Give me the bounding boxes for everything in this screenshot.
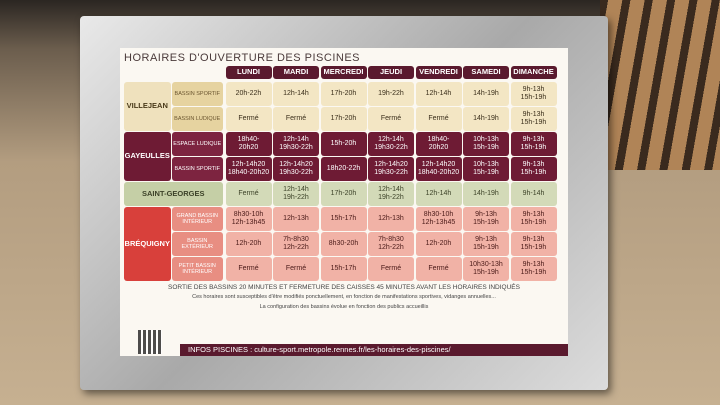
- hours: 18h20-22h: [320, 157, 367, 181]
- hours: 10h30-13h 15h-19h: [463, 257, 509, 281]
- hours: Fermé: [273, 107, 319, 131]
- wood-wall: [600, 0, 720, 170]
- hours: Fermé: [415, 257, 462, 281]
- hours: 14h-19h: [463, 182, 509, 206]
- hours: 9h-13h 15h-19h: [510, 232, 557, 256]
- hours: 12h-14h20 18h40-20h20: [225, 157, 272, 181]
- hours: 8h30-10h 12h-13h45: [415, 207, 462, 231]
- hours: 15h-20h: [320, 132, 367, 156]
- basin-name: GRAND BASSIN INTÉRIEUR: [172, 207, 223, 231]
- hours: 12h-14h 19h-22h: [368, 182, 414, 206]
- hours: 7h-8h30 12h-22h: [368, 232, 414, 256]
- hours: 20h-22h: [225, 82, 272, 106]
- day-header: VENDREDI: [415, 66, 462, 79]
- hours: 9h-14h: [510, 182, 557, 206]
- hours: Fermé: [368, 257, 414, 281]
- basin-name: ESPACE LUDIQUE: [172, 132, 223, 156]
- hours: 18h40- 20h20: [415, 132, 462, 156]
- hours: Fermé: [225, 182, 272, 206]
- hours: 12h-14h: [415, 182, 462, 206]
- hours: 12h-14h20 18h40-20h20: [415, 157, 462, 181]
- hours: Fermé: [225, 107, 272, 131]
- pool-name: GAYEULLES: [124, 132, 171, 181]
- pool-name: VILLEJEAN: [124, 82, 171, 131]
- hours: Fermé: [225, 257, 272, 281]
- hours: 12h-14h 19h30-22h: [368, 132, 414, 156]
- note: La configuration des bassins évolue en f…: [259, 304, 429, 310]
- pool-name: SAINT-GEORGES: [124, 182, 223, 206]
- hours: 8h30-20h: [320, 232, 367, 256]
- hours: 12h-13h: [273, 207, 319, 231]
- hours: 17h-20h: [320, 107, 367, 131]
- hours: 12h-14h 19h-22h: [273, 182, 319, 206]
- hours: 12h-13h: [368, 207, 414, 231]
- note: SORTIE DES BASSINS 20 MINUTES ET FERMETU…: [168, 284, 520, 291]
- hours: 12h-14h: [415, 82, 462, 106]
- title: HORAIRES D'OUVERTURE DES PISCINES: [124, 52, 360, 64]
- hours: 9h-13h 15h-19h: [510, 107, 557, 131]
- hours: 17h-20h: [320, 82, 367, 106]
- qr-code: [138, 330, 162, 354]
- hours: 9h-13h 15h-19h: [510, 82, 557, 106]
- sign: HORAIRES D'OUVERTURE DES PISCINES INFOS …: [120, 48, 568, 356]
- hours: 9h-13h 15h-19h: [463, 207, 509, 231]
- hours: 12h-20h: [225, 232, 272, 256]
- hours: 12h-14h20 19h30-22h: [368, 157, 414, 181]
- hours: 19h-22h: [368, 82, 414, 106]
- hours: 12h-14h20 19h30-22h: [273, 157, 319, 181]
- hours: 15h-17h: [320, 207, 367, 231]
- day-header: DIMANCHE: [510, 66, 557, 79]
- hours: 10h-13h 15h-19h: [463, 132, 509, 156]
- hours: 7h-8h30 12h-22h: [273, 232, 319, 256]
- day-header: LUNDI: [225, 66, 272, 79]
- hours: 10h-13h 15h-19h: [463, 157, 509, 181]
- basin-name: BASSIN SPORTIF: [172, 82, 223, 106]
- note: Ces horaires sont susceptibles d'être mo…: [192, 294, 496, 300]
- hours: 12h-20h: [415, 232, 462, 256]
- day-header: SAMEDI: [463, 66, 509, 79]
- hours: 15h-17h: [320, 257, 367, 281]
- basin-name: PETIT BASSIN INTÉRIEUR: [172, 257, 223, 281]
- hours: 9h-13h 15h-19h: [510, 132, 557, 156]
- hours: 12h-14h: [273, 82, 319, 106]
- hours: 12h-14h 19h30-22h: [273, 132, 319, 156]
- hours: 14h-19h: [463, 107, 509, 131]
- hours: Fermé: [273, 257, 319, 281]
- day-header: MARDI: [273, 66, 319, 79]
- hours: 8h30-10h 12h-13h45: [225, 207, 272, 231]
- footer: INFOS PISCINES : culture-sport.metropole…: [180, 344, 568, 356]
- day-header: MERCREDI: [320, 66, 367, 79]
- hours: 14h-19h: [463, 82, 509, 106]
- hours: 9h-13h 15h-19h: [463, 232, 509, 256]
- basin-name: BASSIN LUDIQUE: [172, 107, 223, 131]
- pool-name: BRÉQUIGNY: [124, 207, 171, 281]
- day-header: JEUDI: [368, 66, 414, 79]
- hours: Fermé: [415, 107, 462, 131]
- hours: 17h-20h: [320, 182, 367, 206]
- hours: 9h-13h 15h-19h: [510, 257, 557, 281]
- hours: 18h40- 20h20: [225, 132, 272, 156]
- hours: 9h-13h 15h-19h: [510, 157, 557, 181]
- basin-name: BASSIN EXTÉRIEUR: [172, 232, 223, 256]
- hours: Fermé: [368, 107, 414, 131]
- hours: 9h-13h 15h-19h: [510, 207, 557, 231]
- basin-name: BASSIN SPORTIF: [172, 157, 223, 181]
